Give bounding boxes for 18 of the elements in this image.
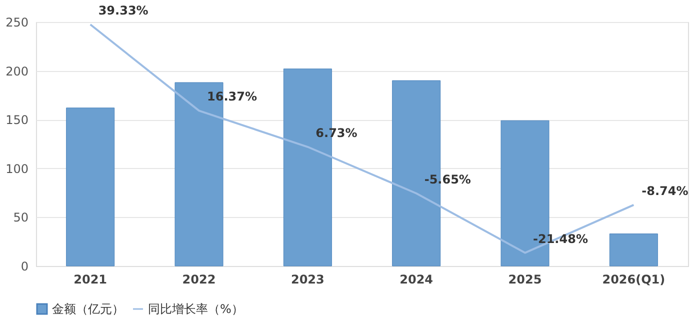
y-tick-label: 100 bbox=[6, 162, 28, 176]
x-tick-label: 2022 bbox=[182, 272, 216, 286]
x-tick-label: 2026(Q1) bbox=[602, 272, 666, 286]
y-tick-label: 150 bbox=[6, 113, 28, 128]
bar bbox=[609, 234, 658, 266]
y-tick-label: 200 bbox=[6, 64, 28, 78]
legend-label: 金额（亿元） bbox=[52, 302, 124, 316]
x-tick-label: 2023 bbox=[290, 272, 324, 286]
x-tick-label: 2021 bbox=[74, 272, 108, 286]
y-tick-label: 50 bbox=[13, 210, 28, 225]
y-tick-label: 250 bbox=[6, 16, 28, 30]
x-tick-label: 2025 bbox=[508, 272, 542, 286]
legend-label: 同比增长率（%） bbox=[148, 302, 244, 316]
data-label: -8.74% bbox=[642, 184, 688, 198]
bar bbox=[66, 108, 115, 266]
data-label: 39.33% bbox=[98, 4, 148, 18]
y-tick-label: 0 bbox=[20, 260, 28, 274]
x-tick-label: 2024 bbox=[400, 272, 434, 286]
